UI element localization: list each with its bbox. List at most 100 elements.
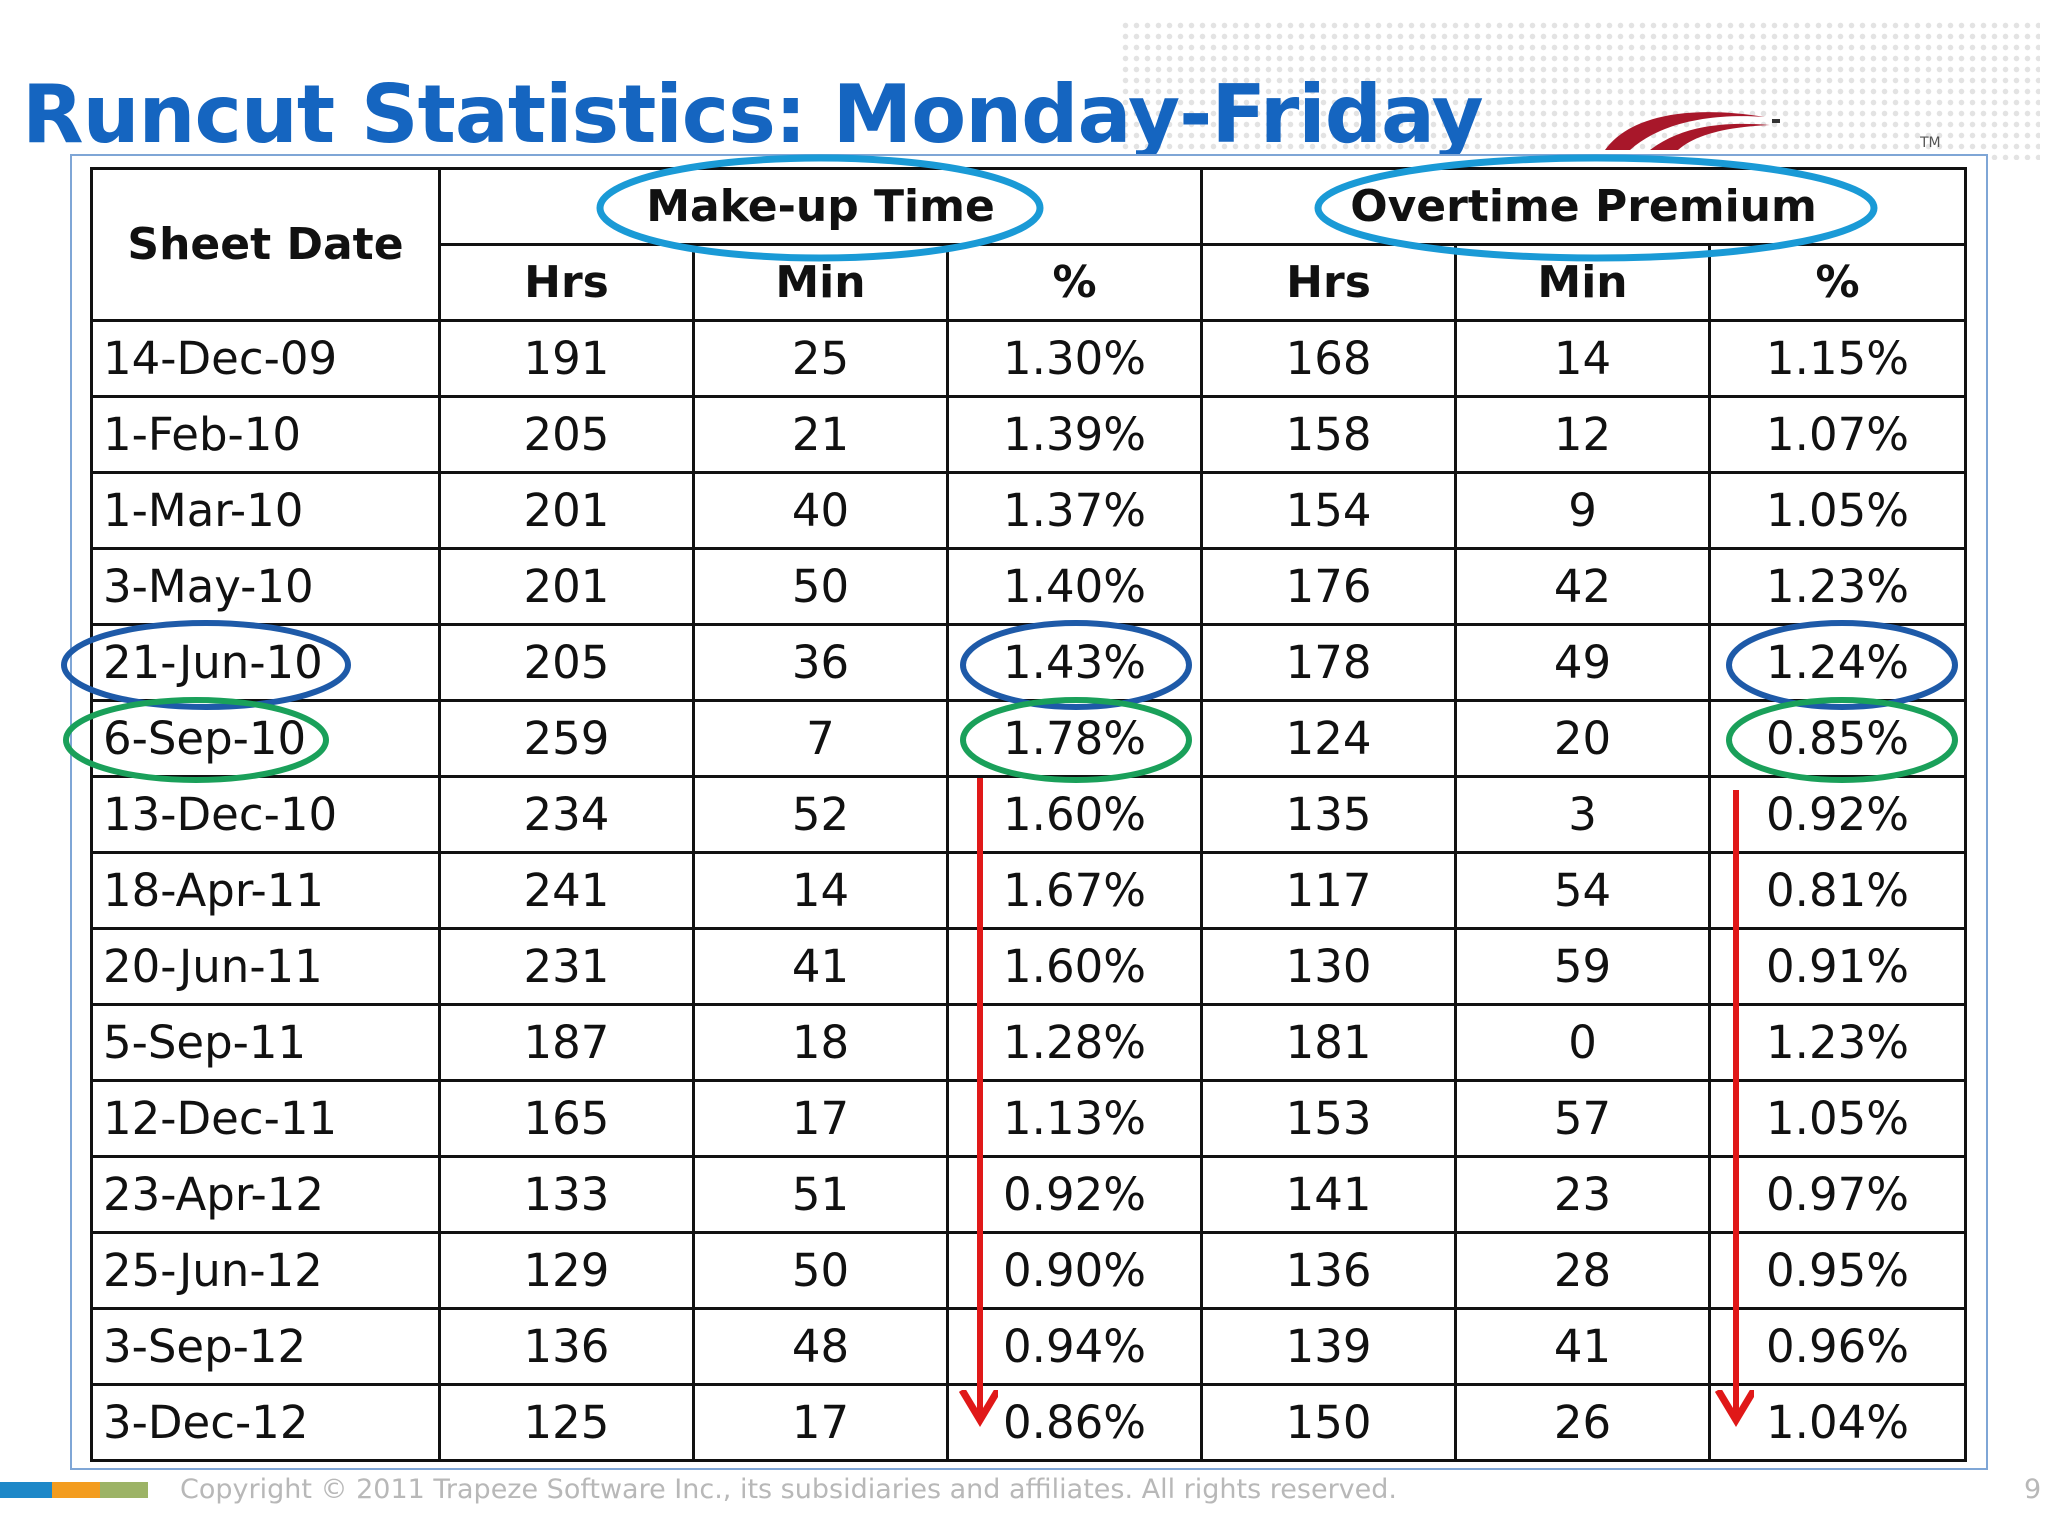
overtime-min-cell: 14 (1454, 319, 1712, 398)
table-row: 18-Apr-11 241 14 1.67% 117 54 0.81% (90, 851, 1968, 930)
runcut-statistics-table: Sheet Date Make-up Time Overtime Premium… (90, 167, 1968, 1462)
overtime-pct-cell: 0.92% (1708, 775, 1968, 854)
overtime-pct-cell: 1.24% (1708, 623, 1968, 702)
overtime-min-cell: 57 (1454, 1079, 1712, 1158)
overtime-pct-cell: 1.05% (1708, 471, 1968, 550)
sheet-date-cell: 23-Apr-12 (90, 1155, 441, 1234)
overtime-hrs-cell: 139 (1200, 1307, 1458, 1386)
overtime-hrs-cell: 124 (1200, 699, 1458, 778)
table-row: 23-Apr-12 133 51 0.92% 141 23 0.97% (90, 1155, 1968, 1234)
table-row: 12-Dec-11 165 17 1.13% 153 57 1.05% (90, 1079, 1968, 1158)
overtime-hrs-cell: 130 (1200, 927, 1458, 1006)
makeup-pct-cell: 1.37% (945, 471, 1204, 550)
overtime-premium-header: Overtime Premium (1200, 167, 1968, 246)
sheet-date-cell: 18-Apr-11 (90, 851, 441, 930)
overtime-min-cell: 3 (1454, 775, 1712, 854)
overtime-hrs-header: Hrs (1200, 243, 1458, 322)
overtime-min-cell: 12 (1454, 395, 1712, 474)
sheet-date-cell: 1-Feb-10 (90, 395, 441, 474)
sheet-date-header: Sheet Date (90, 167, 441, 322)
makeup-pct-cell: 1.78% (945, 699, 1204, 778)
footer-color-bar-blue (0, 1482, 52, 1498)
sheet-date-cell: 1-Mar-10 (90, 471, 441, 550)
sheet-date-cell: 14-Dec-09 (90, 319, 441, 398)
table-row: 6-Sep-10 259 7 1.78% 124 20 0.85% (90, 699, 1968, 778)
overtime-min-cell: 42 (1454, 547, 1712, 626)
makeup-pct-cell: 1.67% (945, 851, 1204, 930)
overtime-pct-cell: 1.05% (1708, 1079, 1968, 1158)
makeup-min-cell: 52 (692, 775, 949, 854)
table-row: 3-Sep-12 136 48 0.94% 139 41 0.96% (90, 1307, 1968, 1386)
overtime-min-cell: 26 (1454, 1383, 1712, 1462)
makeup-min-cell: 48 (692, 1307, 949, 1386)
table-row: 14-Dec-09 191 25 1.30% 168 14 1.15% (90, 319, 1968, 398)
overtime-min-header: Min (1454, 243, 1712, 322)
makeup-hrs-cell: 231 (438, 927, 695, 1006)
makeup-time-header: Make-up Time (437, 167, 1204, 246)
makeup-pct-cell: 1.43% (945, 623, 1204, 702)
makeup-pct-cell: 1.13% (945, 1079, 1204, 1158)
makeup-hrs-header: Hrs (438, 243, 695, 322)
makeup-min-cell: 14 (692, 851, 949, 930)
sheet-date-cell: 3-Dec-12 (90, 1383, 441, 1462)
makeup-hrs-cell: 187 (438, 1003, 695, 1082)
makeup-min-header: Min (692, 243, 949, 322)
makeup-hrs-cell: 133 (438, 1155, 695, 1234)
overtime-min-cell: 41 (1454, 1307, 1712, 1386)
overtime-min-cell: 49 (1454, 623, 1712, 702)
overtime-min-cell: 0 (1454, 1003, 1712, 1082)
table-row: 3-May-10 201 50 1.40% 176 42 1.23% (90, 547, 1968, 626)
footer-color-bar-green (100, 1482, 148, 1498)
makeup-hrs-cell: 125 (438, 1383, 695, 1462)
overtime-hrs-cell: 158 (1200, 395, 1458, 474)
makeup-hrs-cell: 165 (438, 1079, 695, 1158)
overtime-hrs-cell: 178 (1200, 623, 1458, 702)
makeup-pct-cell: 0.90% (945, 1231, 1204, 1310)
makeup-hrs-cell: 129 (438, 1231, 695, 1310)
table-row: 3-Dec-12 125 17 0.86% 150 26 1.04% (90, 1383, 1968, 1462)
makeup-min-cell: 36 (692, 623, 949, 702)
makeup-min-cell: 41 (692, 927, 949, 1006)
overtime-min-cell: 59 (1454, 927, 1712, 1006)
makeup-min-cell: 21 (692, 395, 949, 474)
overtime-hrs-cell: 176 (1200, 547, 1458, 626)
overtime-pct-cell: 1.15% (1708, 319, 1968, 398)
makeup-pct-cell: 1.40% (945, 547, 1204, 626)
makeup-hrs-cell: 205 (438, 395, 695, 474)
overtime-min-cell: 9 (1454, 471, 1712, 550)
overtime-pct-cell: 1.04% (1708, 1383, 1968, 1462)
sheet-date-cell: 20-Jun-11 (90, 927, 441, 1006)
page-title: Runcut Statistics: Monday-Friday (22, 68, 1484, 161)
makeup-pct-cell: 0.92% (945, 1155, 1204, 1234)
overtime-pct-cell: 0.97% (1708, 1155, 1968, 1234)
overtime-min-cell: 23 (1454, 1155, 1712, 1234)
overtime-hrs-cell: 141 (1200, 1155, 1458, 1234)
makeup-min-cell: 40 (692, 471, 949, 550)
sheet-date-cell: 6-Sep-10 (90, 699, 441, 778)
makeup-hrs-cell: 259 (438, 699, 695, 778)
trademark-mark: TM (1920, 135, 1941, 151)
makeup-hrs-cell: 241 (438, 851, 695, 930)
makeup-pct-cell: 1.30% (945, 319, 1204, 398)
table-row: 1-Feb-10 205 21 1.39% 158 12 1.07% (90, 395, 1968, 474)
overtime-hrs-cell: 117 (1200, 851, 1458, 930)
sheet-date-cell: 21-Jun-10 (90, 623, 441, 702)
makeup-hrs-cell: 205 (438, 623, 695, 702)
makeup-pct-cell: 0.94% (945, 1307, 1204, 1386)
makeup-pct-cell: 1.60% (945, 927, 1204, 1006)
overtime-pct-cell: 1.07% (1708, 395, 1968, 474)
makeup-pct-cell: 0.86% (945, 1383, 1204, 1462)
makeup-min-cell: 50 (692, 1231, 949, 1310)
makeup-min-cell: 17 (692, 1079, 949, 1158)
sheet-date-cell: 3-Sep-12 (90, 1307, 441, 1386)
world-map-dot-pattern (1120, 20, 2040, 160)
overtime-hrs-cell: 150 (1200, 1383, 1458, 1462)
makeup-min-cell: 17 (692, 1383, 949, 1462)
table-row: 25-Jun-12 129 50 0.90% 136 28 0.95% (90, 1231, 1968, 1310)
table-row: 5-Sep-11 187 18 1.28% 181 0 1.23% (90, 1003, 1968, 1082)
table-row: 20-Jun-11 231 41 1.60% 130 59 0.91% (90, 927, 1968, 1006)
overtime-hrs-cell: 154 (1200, 471, 1458, 550)
overtime-hrs-cell: 153 (1200, 1079, 1458, 1158)
overtime-pct-cell: 0.85% (1708, 699, 1968, 778)
table-row: 13-Dec-10 234 52 1.60% 135 3 0.92% (90, 775, 1968, 854)
